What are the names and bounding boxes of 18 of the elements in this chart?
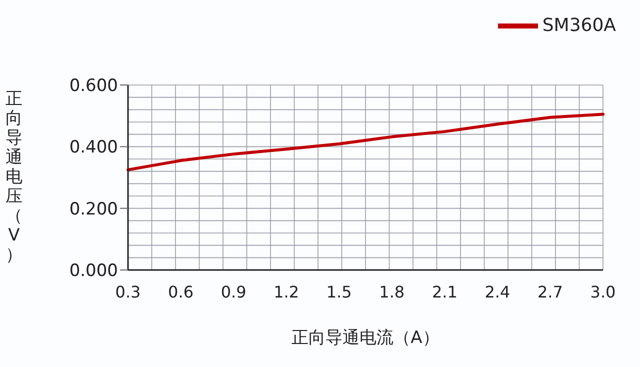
y-tick-label: 0.000 [69,261,118,282]
text: 正向导通电压（V） [6,88,22,265]
x-tick-label: 1.5 [326,282,352,302]
x-tick-label: 1.8 [379,282,405,302]
x-tick-label: 3.0 [590,282,616,302]
y-tick-label: 0.600 [69,76,118,96]
x-tick-label: 2.7 [537,282,563,302]
legend-label: SM360A [542,14,616,36]
x-tick-label: 0.6 [168,282,194,302]
x-axis-title: 正向导通电流（A） [292,328,440,348]
y-tick-label: 0.400 [69,138,118,158]
line-series [126,112,604,172]
x-tick-label: 0.3 [115,282,141,302]
x-tick-label: 2.1 [432,282,458,302]
x-tick-label: 2.4 [484,282,510,302]
y-tick-label: 0.200 [69,199,118,220]
x-tick-label: 1.2 [274,282,300,302]
x-tick-label: 0.9 [220,282,246,302]
